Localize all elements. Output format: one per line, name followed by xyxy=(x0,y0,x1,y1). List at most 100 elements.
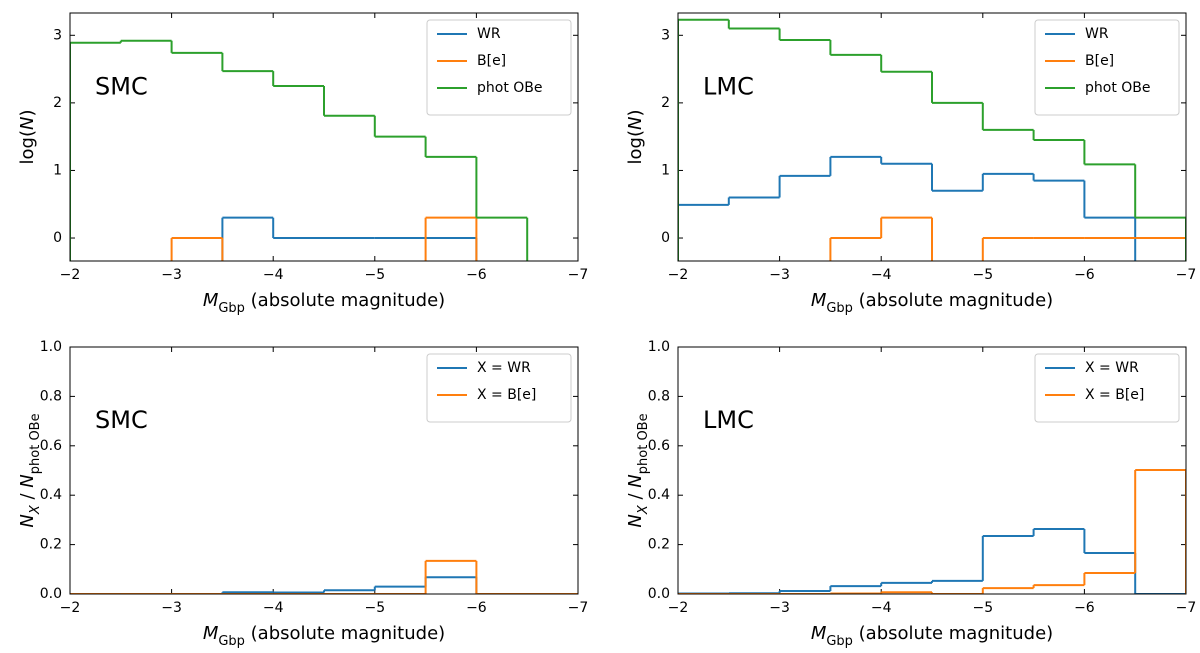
label-part: N xyxy=(625,514,646,527)
y-tick-label: 0.6 xyxy=(648,438,670,454)
y-tick-label: 2 xyxy=(53,95,62,111)
y-tick-label: 0.0 xyxy=(648,586,670,602)
legend-label: phot OBe xyxy=(1085,80,1151,96)
x-tick-label: −5 xyxy=(972,267,993,283)
label-part: N xyxy=(17,117,38,130)
axis-label: NX / Nphot OBe xyxy=(17,413,43,527)
label-part: (absolute magnitude) xyxy=(853,623,1053,644)
label-part: ) xyxy=(625,110,646,117)
x-tick-label: −6 xyxy=(466,267,487,283)
label-part: phot OBe xyxy=(636,413,651,474)
series-layer xyxy=(70,559,578,594)
plot-frame xyxy=(69,12,579,262)
label-part: M xyxy=(203,623,219,644)
label-part: log( xyxy=(17,130,38,164)
plot-frame xyxy=(69,346,579,595)
x-tick-label: −7 xyxy=(568,600,589,616)
label-part: ) xyxy=(17,110,38,117)
legend-label: WR xyxy=(1085,26,1109,42)
label-part: (absolute magnitude) xyxy=(245,290,445,311)
y-tick-label: 3 xyxy=(661,27,670,43)
panel: −2 −3 −4 −5 −6 −7 0.0 0.2 0.4 0.6 0.8 1.0 LMC MGbp (a… xyxy=(625,339,1196,649)
label-part: / xyxy=(625,488,646,506)
x-tick-label: −6 xyxy=(1074,600,1095,616)
x-tick-label: −3 xyxy=(769,267,790,283)
axis-label: log(N) xyxy=(17,110,38,165)
series-layer xyxy=(678,18,1186,261)
y-tick-label: 1 xyxy=(53,162,62,178)
y-tick-label: 0.8 xyxy=(40,388,62,404)
label-part: M xyxy=(203,290,219,311)
legend-label: B[e] xyxy=(477,53,506,69)
x-tick-label: −4 xyxy=(263,600,284,616)
label-part: N xyxy=(17,474,38,487)
x-tick-label: −2 xyxy=(60,600,81,616)
panel: −2 −3 −4 −5 −6 −7 0 1 2 3 SMC MGbp (absolute magnit… xyxy=(17,12,589,316)
x-tick-label: −6 xyxy=(1074,267,1095,283)
y-tick-label: 3 xyxy=(53,27,62,43)
legend-label: X = B[e] xyxy=(477,387,536,403)
x-tick-label: −5 xyxy=(972,600,993,616)
label-part: / xyxy=(17,488,38,506)
x-tick-label: −7 xyxy=(1176,267,1197,283)
label-part: (absolute magnitude) xyxy=(853,290,1053,311)
x-tick-label: −4 xyxy=(871,267,892,283)
series-layer xyxy=(70,39,529,261)
legend-box xyxy=(1034,353,1180,423)
x-tick-label: −2 xyxy=(668,600,689,616)
y-tick-label: 0.2 xyxy=(40,537,62,553)
x-tick-label: −6 xyxy=(466,600,487,616)
label-part: Gbp xyxy=(218,634,245,649)
legend-box xyxy=(426,19,572,116)
x-tick-label: −7 xyxy=(1176,600,1197,616)
legend-label: WR xyxy=(477,26,501,42)
y-tick-label: 0.4 xyxy=(40,487,62,503)
x-tick-label: −4 xyxy=(871,600,892,616)
legend-label: B[e] xyxy=(1085,53,1114,69)
annotation: LMC xyxy=(703,72,754,100)
y-tick-label: 1.0 xyxy=(40,339,62,355)
label-part: N xyxy=(625,474,646,487)
y-tick-label: 1.0 xyxy=(648,339,670,355)
label-part: X xyxy=(28,504,43,515)
y-tick-label: 1 xyxy=(661,162,670,178)
annotation: SMC xyxy=(95,406,148,434)
y-tick-label: 0.6 xyxy=(40,438,62,454)
x-tick-label: −3 xyxy=(161,267,182,283)
label-part: N xyxy=(17,514,38,527)
legend-label: phot OBe xyxy=(477,80,543,96)
legend-label: X = WR xyxy=(477,360,531,376)
plot-frame xyxy=(677,346,1187,595)
annotation: SMC xyxy=(95,72,148,100)
x-tick-label: −4 xyxy=(263,267,284,283)
y-tick-label: 0.8 xyxy=(648,388,670,404)
series-layer xyxy=(678,469,1186,594)
label-part: phot OBe xyxy=(28,413,43,474)
y-tick-label: 2 xyxy=(661,95,670,111)
y-tick-label: 0.0 xyxy=(40,586,62,602)
label-part: N xyxy=(625,117,646,130)
label-part: Gbp xyxy=(826,301,853,316)
y-tick-label: 0.4 xyxy=(648,487,670,503)
axis-label: MGbp (absolute magnitude) xyxy=(203,290,445,316)
y-tick-label: 0.2 xyxy=(648,537,670,553)
axis-label: log(N) xyxy=(625,110,646,165)
label-part: Gbp xyxy=(218,301,245,316)
legend-box xyxy=(1034,19,1180,116)
axis-label: MGbp (absolute magnitude) xyxy=(811,290,1053,316)
y-tick-label: 0 xyxy=(53,230,62,246)
legend-label: X = WR xyxy=(1085,360,1139,376)
label-part: (absolute magnitude) xyxy=(245,623,445,644)
x-tick-label: −3 xyxy=(769,600,790,616)
x-tick-label: −3 xyxy=(161,600,182,616)
x-tick-label: −5 xyxy=(364,600,385,616)
legend-box xyxy=(426,353,572,423)
panel: −2 −3 −4 −5 −6 −7 0.0 0.2 0.4 0.6 0.8 1.0 SMC MGbp (a… xyxy=(17,339,588,649)
plot-frame xyxy=(677,12,1187,262)
x-tick-label: −2 xyxy=(60,267,81,283)
x-tick-label: −5 xyxy=(364,267,385,283)
x-tick-label: −7 xyxy=(568,267,589,283)
axis-label: MGbp (absolute magnitude) xyxy=(811,623,1053,649)
legend-label: X = B[e] xyxy=(1085,387,1144,403)
